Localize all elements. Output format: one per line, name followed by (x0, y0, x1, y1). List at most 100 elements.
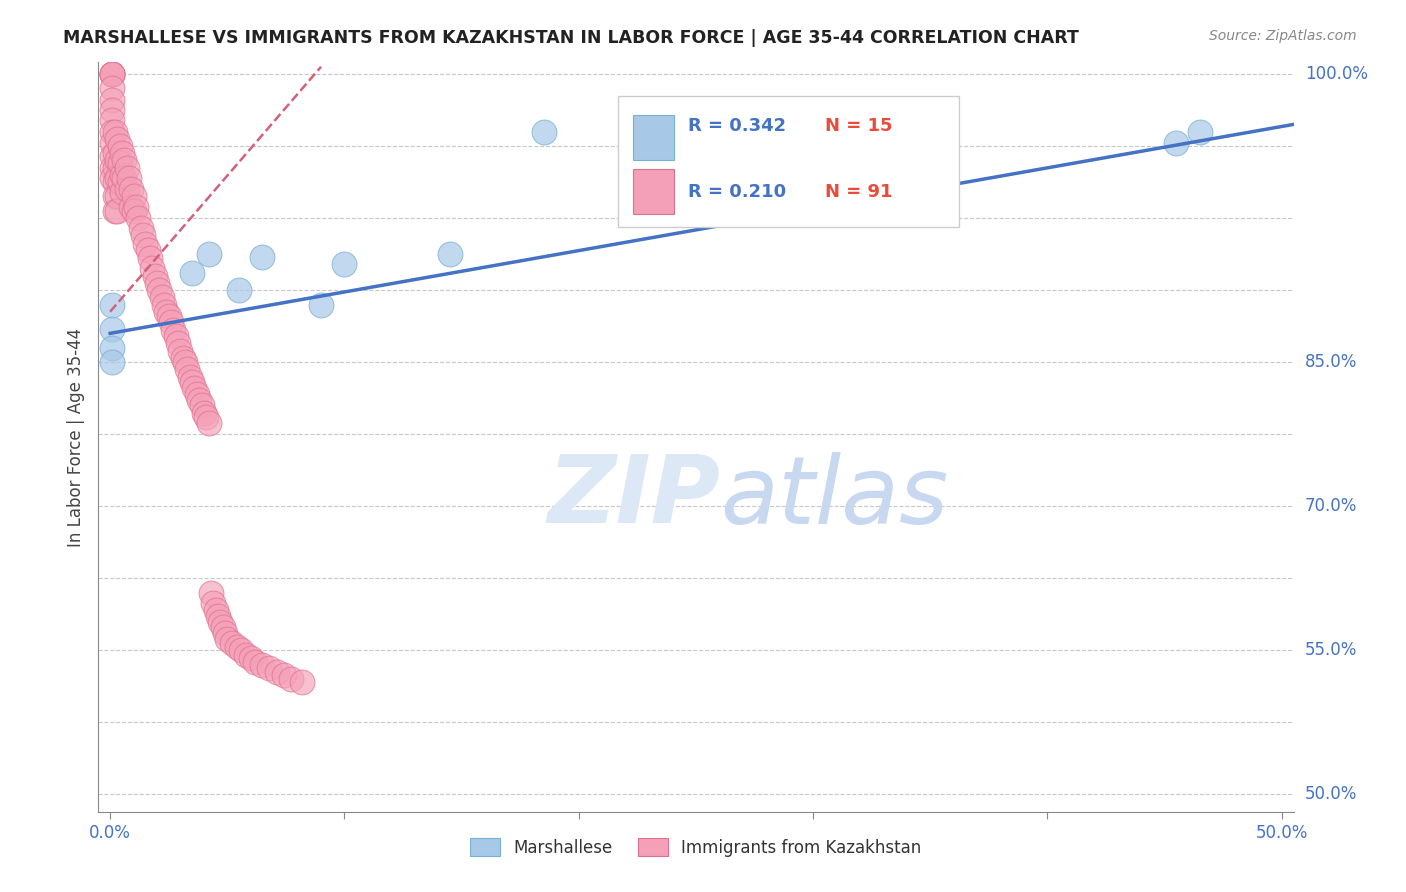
Point (111, 168, 134, 182)
Text: 100.0%: 100.0% (1305, 65, 1368, 83)
Y-axis label: In Labor Force | Age 35-44: In Labor Force | Age 35-44 (66, 327, 84, 547)
Point (101, 67, 124, 81)
Point (309, 297, 332, 311)
Point (127, 211, 149, 225)
Point (141, 261, 163, 276)
Point (104, 203, 127, 218)
Point (1188, 125, 1211, 139)
Bar (633, 115, 675, 160)
Text: 55.0%: 55.0% (1305, 641, 1357, 659)
Point (101, 297, 124, 311)
Point (111, 146, 134, 161)
FancyBboxPatch shape (619, 96, 959, 227)
Point (101, 136, 124, 150)
Point (252, 657, 274, 672)
Point (169, 343, 191, 358)
Point (101, 125, 124, 139)
Point (160, 315, 183, 329)
Point (195, 409, 218, 424)
Point (112, 170, 135, 185)
Point (181, 376, 204, 390)
Point (101, 103, 124, 117)
Point (120, 182, 142, 196)
Point (108, 175, 131, 189)
Point (139, 252, 162, 266)
Text: ZIP: ZIP (547, 451, 720, 543)
Point (118, 170, 141, 185)
Point (280, 672, 302, 686)
Point (333, 257, 356, 271)
Point (108, 156, 131, 170)
Text: atlas: atlas (720, 451, 948, 542)
Point (134, 237, 156, 252)
Text: 50.0%: 50.0% (1305, 786, 1357, 804)
Point (104, 161, 127, 175)
Point (266, 665, 288, 679)
Point (1166, 136, 1188, 150)
Point (105, 170, 128, 185)
Bar (633, 169, 675, 214)
Text: R = 0.342: R = 0.342 (688, 118, 786, 136)
Point (533, 125, 555, 139)
Point (176, 362, 198, 376)
Point (122, 203, 145, 218)
Point (125, 200, 148, 214)
Point (181, 266, 204, 280)
Point (101, 67, 124, 81)
Point (148, 283, 170, 297)
Point (252, 250, 274, 264)
Point (174, 355, 197, 369)
Point (105, 203, 128, 218)
Point (190, 398, 212, 412)
Point (200, 585, 222, 599)
Point (132, 228, 155, 243)
Point (207, 608, 229, 623)
Point (197, 416, 219, 430)
Point (1107, 823, 1129, 838)
Point (101, 161, 124, 175)
Text: MARSHALLESE VS IMMIGRANTS FROM KAZAKHSTAN IN LABOR FORCE | AGE 35-44 CORRELATION: MARSHALLESE VS IMMIGRANTS FROM KAZAKHSTA… (63, 29, 1080, 46)
Point (197, 247, 219, 261)
Point (235, 648, 257, 662)
Text: Source: ZipAtlas.com: Source: ZipAtlas.com (1209, 29, 1357, 43)
Point (115, 161, 138, 175)
Text: R = 0.210: R = 0.210 (688, 184, 786, 202)
Point (101, 113, 124, 128)
Point (273, 668, 295, 682)
Text: 85.0%: 85.0% (1305, 353, 1357, 371)
Text: 70.0%: 70.0% (1305, 497, 1357, 516)
Point (101, 355, 124, 369)
Point (202, 596, 225, 610)
Point (211, 620, 233, 634)
Point (104, 146, 127, 161)
Point (101, 67, 124, 81)
Point (228, 283, 250, 297)
Point (115, 182, 138, 196)
Point (105, 153, 128, 168)
Point (112, 153, 135, 168)
Point (217, 632, 239, 646)
Point (153, 297, 176, 311)
Point (136, 243, 159, 257)
Point (150, 290, 173, 304)
Point (101, 341, 124, 355)
Point (101, 149, 124, 163)
Point (165, 329, 187, 343)
Point (245, 655, 267, 669)
Point (186, 387, 208, 401)
Point (101, 67, 124, 81)
Point (104, 175, 127, 189)
Point (122, 189, 145, 203)
Point (111, 185, 134, 199)
Point (105, 132, 128, 146)
Point (101, 322, 124, 336)
Point (143, 268, 166, 283)
Point (179, 369, 201, 384)
Point (221, 636, 243, 650)
Point (291, 675, 314, 690)
Point (104, 125, 127, 139)
Point (120, 200, 142, 214)
Point (183, 381, 205, 395)
Point (259, 660, 281, 674)
Point (193, 406, 215, 420)
